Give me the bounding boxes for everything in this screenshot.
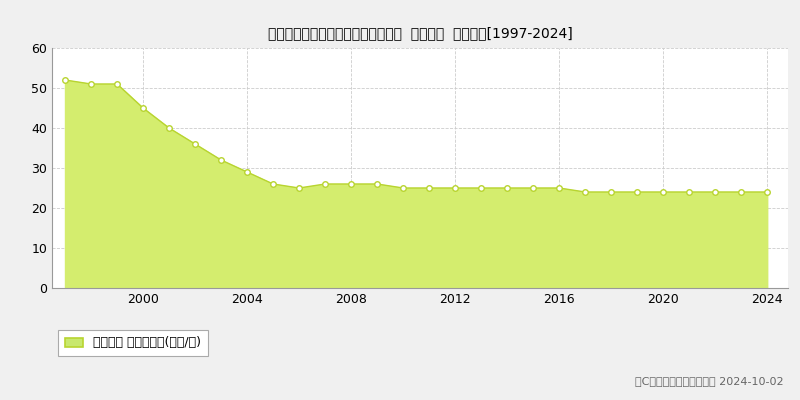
Title: 大阪府岸和田市東大路町１６番６外  基準地価  地価推移[1997-2024]: 大阪府岸和田市東大路町１６番６外 基準地価 地価推移[1997-2024] [268, 26, 572, 40]
Legend: 基準地価 平均坪単価(万円/坪): 基準地価 平均坪単価(万円/坪) [58, 330, 207, 356]
Text: （C）土地価格ドットコム 2024-10-02: （C）土地価格ドットコム 2024-10-02 [635, 376, 784, 386]
